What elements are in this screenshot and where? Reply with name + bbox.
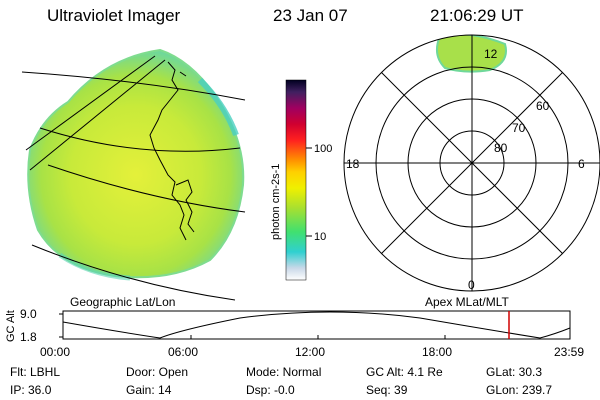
colorbar [285,79,307,281]
apex-caption: Apex MLat/MLT [425,295,509,309]
gc-alt-status: GC Alt: 4.1 Re [366,365,443,379]
mlt-label-0: 0 [468,278,475,292]
gain-status: Gain: 14 [126,383,172,397]
colorbar-label: photon cm-2s-1 [270,164,282,240]
altitude-curve [62,311,571,339]
time-tick-1800: 18:00 [422,345,453,359]
glon-status: GLon: 239.7 [486,383,553,397]
colorbar-tick-10: 10 [314,231,326,243]
alt-tick-9: 9.0 [20,307,37,321]
lat-label-60: 60 [536,99,550,113]
alt-tick-1-8: 1.8 [20,330,37,344]
time-tick-1200: 12:00 [295,345,326,359]
mlt-label-12: 12 [484,47,498,61]
colorbar-tick-100: 100 [314,143,332,155]
coastline [149,61,195,241]
mlt-label-6: 6 [578,157,585,171]
seq-status: Seq: 39 [366,383,408,397]
instrument-title: Ultraviolet Imager [47,6,181,25]
polar-aurora-patch [435,35,507,73]
filter-status: Flt: LBHL [10,365,61,379]
geo-caption: Geographic Lat/Lon [70,295,176,309]
altitude-plot [59,310,571,340]
date-label: 23 Jan 07 [273,6,348,25]
time-tick-0600: 06:00 [168,345,199,359]
mlt-label-18: 18 [346,157,360,171]
mode-status: Mode: Normal [246,365,322,379]
time-tick-0000: 00:00 [40,345,71,359]
alt-axis-label: GC Alt [5,310,17,342]
polar-plot [343,34,600,292]
lat-label-70: 70 [512,121,526,135]
geo-grid-lines [21,55,246,301]
dsp-status: Dsp: -0.0 [246,383,295,397]
lat-label-80: 80 [494,141,508,155]
colorbar-ticks [306,147,312,237]
ip-status: IP: 36.0 [10,383,52,397]
time-label: 21:06:29 UT [430,6,524,25]
glat-status: GLat: 30.3 [486,365,543,379]
door-status: Door: Open [126,365,189,379]
time-tick-2359: 23:59 [554,345,585,359]
